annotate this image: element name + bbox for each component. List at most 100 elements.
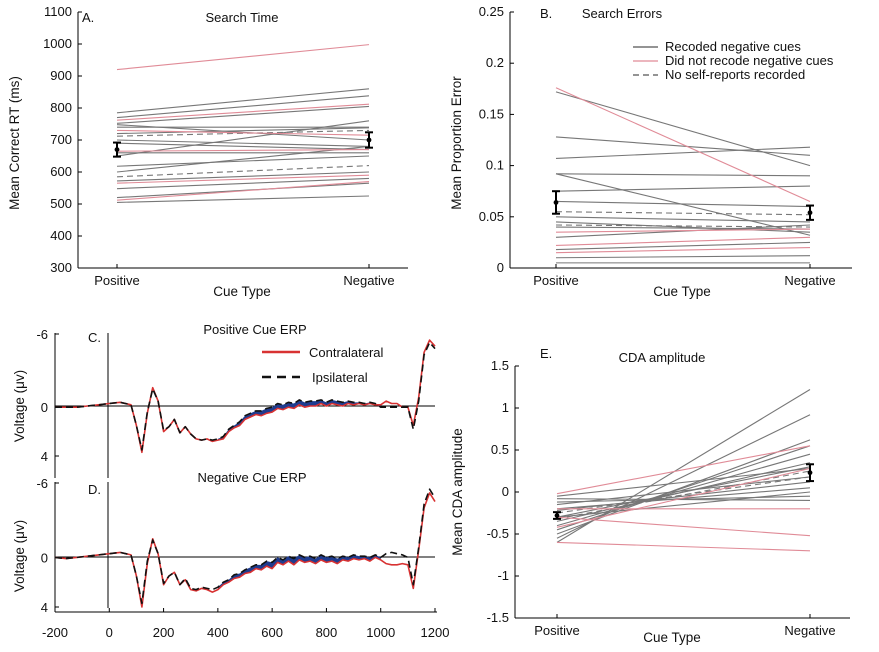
participant-line-not-recoded	[556, 467, 811, 528]
panel-e-xlabel: Cue Type	[643, 630, 701, 645]
y-tick-label: 500	[50, 196, 72, 211]
participant-line-recoded	[555, 185, 811, 192]
panel-c-title: Positive Cue ERP	[203, 322, 306, 337]
participant-line-recoded	[556, 498, 811, 501]
panel-b-xlabel: Cue Type	[653, 284, 711, 299]
participant-line-not-recoded	[116, 174, 370, 184]
legend-contra-label: Contralateral	[309, 345, 384, 360]
y-tick-label: 600	[50, 164, 72, 179]
panel-b-label: B.	[540, 6, 552, 21]
y-tick-label: 0	[41, 400, 48, 415]
mean-point	[366, 137, 372, 143]
participant-line-recoded	[116, 139, 370, 147]
participant-line-not-recoded	[555, 228, 811, 233]
participant-line-recoded	[556, 491, 811, 518]
participant-line-recoded	[555, 146, 811, 159]
participant-line-no-report	[556, 476, 811, 514]
y-tick-label: 0.05	[479, 209, 504, 224]
y-tick-label: 0	[41, 550, 48, 565]
panel-b-ylabel: Mean Proportion Error	[449, 76, 464, 210]
participant-line-recoded	[556, 467, 811, 497]
x-tick-label-negative: Negative	[784, 623, 835, 638]
x-tick-label-positive: Positive	[534, 623, 580, 638]
participant-line-recoded	[116, 105, 370, 124]
y-tick-label: 0.15	[479, 106, 504, 121]
y-tick-label: 1100	[44, 4, 72, 19]
participant-line-recoded	[116, 145, 370, 173]
panel-a-ylabel: Mean Correct RT (ms)	[7, 76, 22, 210]
participant-line-not-recoded	[116, 181, 370, 201]
y-tick-label: 0	[502, 484, 509, 499]
panel-c-label: C.	[88, 330, 101, 345]
participant-line-recoded	[556, 453, 811, 527]
y-tick-label: 4	[41, 600, 48, 615]
participant-line-recoded	[555, 221, 811, 233]
participant-line-not-recoded	[555, 246, 811, 254]
mean-point	[807, 210, 813, 216]
x-tick-label: -200	[42, 625, 68, 640]
x-tick-label: 600	[261, 625, 283, 640]
panel-d-title: Negative Cue ERP	[197, 470, 306, 485]
legend-recoded-label: Recoded negative cues	[665, 39, 801, 54]
participant-line-not-recoded	[116, 149, 370, 152]
y-tick-label: -6	[36, 327, 48, 342]
participant-line-recoded	[556, 476, 811, 506]
participant-line-recoded	[116, 127, 370, 135]
participant-line-recoded	[116, 88, 370, 114]
participant-line-not-recoded	[556, 541, 811, 552]
participant-line-no-report	[555, 224, 811, 228]
mean-point	[807, 470, 813, 476]
participant-line-recoded	[116, 195, 370, 203]
participant-line-recoded	[116, 177, 370, 190]
participant-line-no-report	[556, 470, 811, 520]
participant-line-not-recoded	[116, 103, 370, 121]
panel-a-title: Search Time	[206, 10, 279, 25]
mean-point	[554, 513, 560, 518]
y-tick-label: 1	[502, 400, 509, 415]
panel-a-label: A.	[82, 10, 94, 25]
panel-b-legend: Recoded negative cues Did not recode neg…	[633, 39, 834, 82]
x-tick-label: 800	[316, 625, 338, 640]
panel-e-label: E.	[540, 346, 552, 361]
legend-no-report-label: No self-reports recorded	[665, 67, 805, 82]
panel-a-search-time: A. Search Time Mean Correct RT (ms) Cue …	[7, 4, 408, 299]
participant-line-recoded	[556, 445, 811, 531]
participant-line-recoded	[555, 173, 811, 177]
participant-line-recoded	[116, 120, 370, 157]
panel-c-legend: Contralateral Ipsilateral	[262, 345, 384, 385]
participant-line-no-report	[116, 129, 370, 137]
mean-point	[553, 200, 559, 205]
panel-d-label: D.	[88, 482, 101, 497]
x-tick-label-positive: Positive	[533, 273, 579, 288]
y-tick-label: 0	[497, 260, 504, 275]
panel-c-positive-cue-erp: C. Positive Cue ERP Voltage (μv) Contral…	[12, 322, 436, 478]
y-tick-label: 0.5	[491, 442, 509, 457]
y-tick-label: -1.5	[487, 610, 509, 625]
y-tick-label: -1	[497, 568, 509, 583]
x-tick-label: 1000	[366, 625, 395, 640]
panel-b-search-errors: B. Search Errors Mean Proportion Error C…	[449, 4, 852, 299]
y-tick-label: 0.1	[486, 158, 504, 173]
x-tick-label-negative: Negative	[784, 273, 835, 288]
x-tick-label: 400	[207, 625, 229, 640]
mean-point	[114, 147, 120, 153]
participant-line-recoded	[555, 91, 811, 167]
participant-line-no-report	[116, 165, 370, 178]
x-tick-label: 200	[153, 625, 175, 640]
y-tick-label: 800	[50, 100, 72, 115]
x-tick-label: 0	[106, 625, 113, 640]
panel-d-negative-cue-erp: D. Negative Cue ERP Voltage (μv) -6 0 4 -20…	[12, 470, 449, 640]
participant-line-recoded	[555, 200, 811, 208]
participant-line-recoded	[555, 136, 811, 156]
x-tick-label-positive: Positive	[94, 273, 140, 288]
participant-line-not-recoded	[116, 44, 370, 71]
participant-line-recoded	[116, 155, 370, 167]
participant-line-not-recoded	[555, 236, 811, 247]
panel-b-title: Search Errors	[582, 6, 663, 21]
y-tick-label: 0.25	[479, 4, 504, 19]
y-tick-label: -0.5	[487, 526, 509, 541]
participant-line-recoded	[556, 439, 811, 535]
y-tick-label: 4	[41, 449, 48, 464]
panel-d-ylabel: Voltage (μv)	[12, 520, 27, 592]
legend-ipsi-label: Ipsilateral	[312, 370, 368, 385]
